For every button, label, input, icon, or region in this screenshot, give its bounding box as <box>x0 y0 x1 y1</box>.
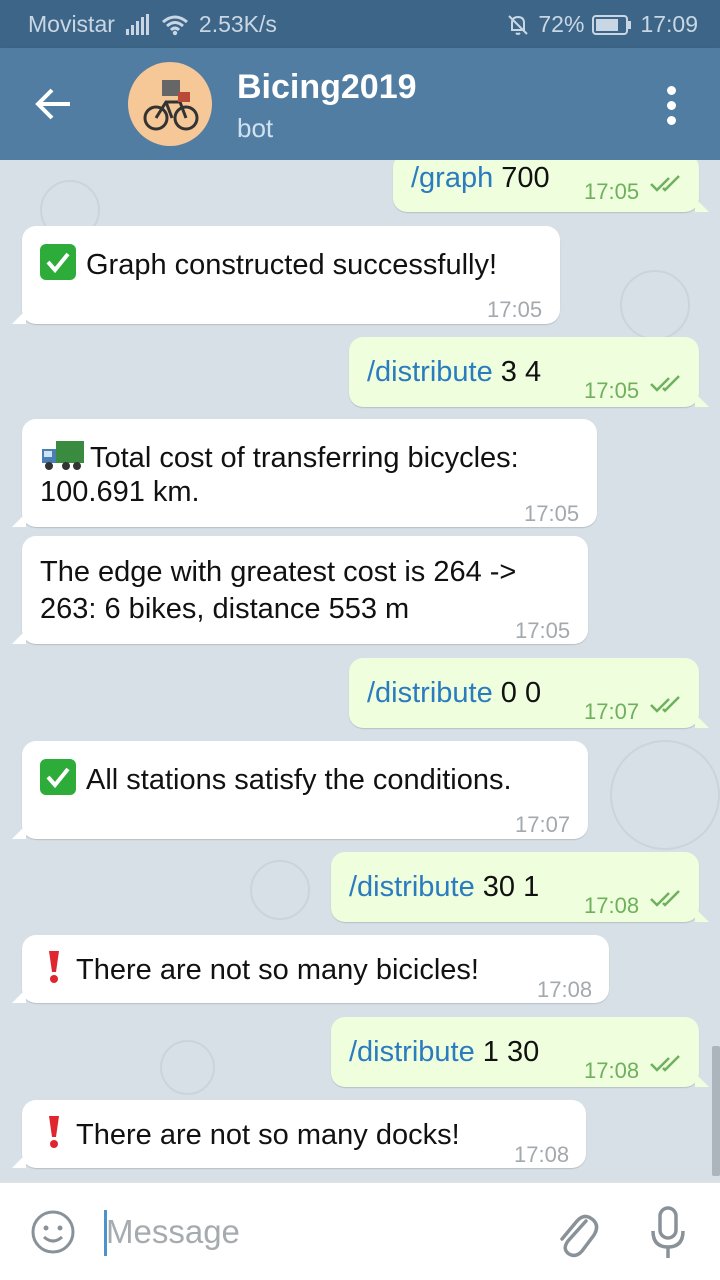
exclamation-icon <box>49 1116 59 1148</box>
command-args: 700 <box>493 162 550 194</box>
command-link[interactable]: /distribute <box>349 871 475 903</box>
incoming-message[interactable]: Graph constructed successfully! 17:05 <box>12 226 560 324</box>
message-time: 17:05 <box>487 297 543 322</box>
outgoing-message[interactable]: /graph 700 17:05 <box>393 160 709 212</box>
message-text: There are not so many bicicles! <box>76 954 479 986</box>
check-icon <box>40 244 76 280</box>
message-composer <box>0 1182 720 1280</box>
message-time: 17:05 <box>515 618 571 643</box>
outgoing-message[interactable]: /distribute 0 0 17:07 <box>349 658 709 728</box>
command-args: 0 0 <box>492 677 542 709</box>
battery-icon <box>592 14 632 35</box>
back-button[interactable] <box>32 84 76 124</box>
status-left: Movistar 2.53K/s <box>28 11 277 38</box>
command-link[interactable]: /distribute <box>367 356 493 388</box>
message-text-line1: Total cost of transferring bicycles: <box>90 442 519 474</box>
message-input[interactable] <box>106 1205 526 1259</box>
text-cursor <box>104 1210 107 1256</box>
message-time: 17:05 <box>524 501 580 526</box>
exclamation-icon <box>49 951 59 983</box>
message-time: 17:05 <box>584 179 640 204</box>
network-speed: 2.53K/s <box>198 11 277 37</box>
message-time: 17:07 <box>584 699 640 724</box>
clock: 17:09 <box>640 11 698 37</box>
incoming-message[interactable]: There are not so many bicicles! 17:08 <box>12 935 609 1003</box>
menu-dot <box>667 101 676 110</box>
message-list[interactable]: /graph 700 17:05 Graph constructed succe… <box>0 160 720 1182</box>
background-doodle <box>620 270 690 340</box>
background-doodle <box>250 860 310 920</box>
message-time: 17:08 <box>514 1142 570 1167</box>
outgoing-message[interactable]: /distribute 1 30 17:08 <box>331 1017 709 1087</box>
bicycle-robot-icon <box>143 80 199 131</box>
scrollbar[interactable] <box>712 1046 720 1176</box>
outgoing-message[interactable]: /distribute 30 1 17:08 <box>331 852 709 922</box>
command-link[interactable]: /graph <box>411 162 494 194</box>
menu-dot <box>667 116 676 125</box>
message-time: 17:08 <box>584 893 640 918</box>
double-check-icon <box>650 890 680 907</box>
arrow-left-icon <box>35 88 70 120</box>
message-text: There are not so many docks! <box>76 1119 460 1151</box>
status-right: 72% 17:09 <box>506 11 698 38</box>
chat-header: Bicing2019 bot <box>0 48 720 160</box>
wifi-icon <box>161 15 188 35</box>
menu-dot <box>667 86 676 95</box>
carrier-name: Movistar <box>28 11 115 37</box>
truck-icon <box>42 441 84 470</box>
check-icon <box>40 759 76 795</box>
double-check-icon <box>650 175 680 192</box>
incoming-message[interactable]: Total cost of transferring bicycles: 100… <box>12 419 597 527</box>
double-check-icon <box>650 375 680 392</box>
incoming-message[interactable]: There are not so many docks! 17:08 <box>12 1100 586 1168</box>
command-args: 30 1 <box>474 871 540 903</box>
chat-title[interactable]: Bicing2019 <box>237 68 417 106</box>
smiley-icon <box>31 1210 75 1254</box>
chat-subtitle: bot <box>237 113 274 143</box>
microphone-icon <box>651 1206 685 1258</box>
command-link[interactable]: /distribute <box>367 677 493 709</box>
outgoing-message[interactable]: /distribute 3 4 17:05 <box>349 337 709 407</box>
background-doodle <box>610 740 720 850</box>
message-time: 17:08 <box>537 977 593 1002</box>
incoming-message[interactable]: The edge with greatest cost is 264 -> 26… <box>12 536 588 644</box>
status-bar: Movistar 2.53K/s 72% 17:09 <box>0 0 720 48</box>
message-time: 17:07 <box>515 812 571 837</box>
emoji-button[interactable] <box>30 1209 76 1255</box>
message-text: All stations satisfy the conditions. <box>86 764 512 796</box>
background-doodle <box>160 1040 215 1095</box>
message-text: Graph constructed successfully! <box>86 249 498 281</box>
command-args: 3 4 <box>492 356 542 388</box>
message-time: 17:08 <box>584 1058 640 1083</box>
message-text-line1: The edge with greatest cost is 264 -> <box>40 556 517 588</box>
microphone-button[interactable] <box>650 1205 686 1261</box>
command-args: 1 30 <box>474 1036 540 1068</box>
incoming-message[interactable]: All stations satisfy the conditions. 17:… <box>12 741 588 839</box>
paperclip-icon <box>560 1214 599 1258</box>
attach-button[interactable] <box>552 1207 600 1259</box>
message-text-line2: 263: 6 bikes, distance 553 m <box>40 593 410 625</box>
message-text-line2: 100.691 km. <box>40 476 200 508</box>
more-menu-button[interactable] <box>658 84 686 128</box>
signal-icon <box>125 13 149 35</box>
double-check-icon <box>650 1055 680 1072</box>
battery-level: 72% <box>538 11 585 37</box>
double-check-icon <box>650 696 680 713</box>
avatar[interactable] <box>128 62 212 146</box>
command-link[interactable]: /distribute <box>349 1036 475 1068</box>
message-time: 17:05 <box>584 378 640 403</box>
bell-off-icon <box>508 14 529 35</box>
